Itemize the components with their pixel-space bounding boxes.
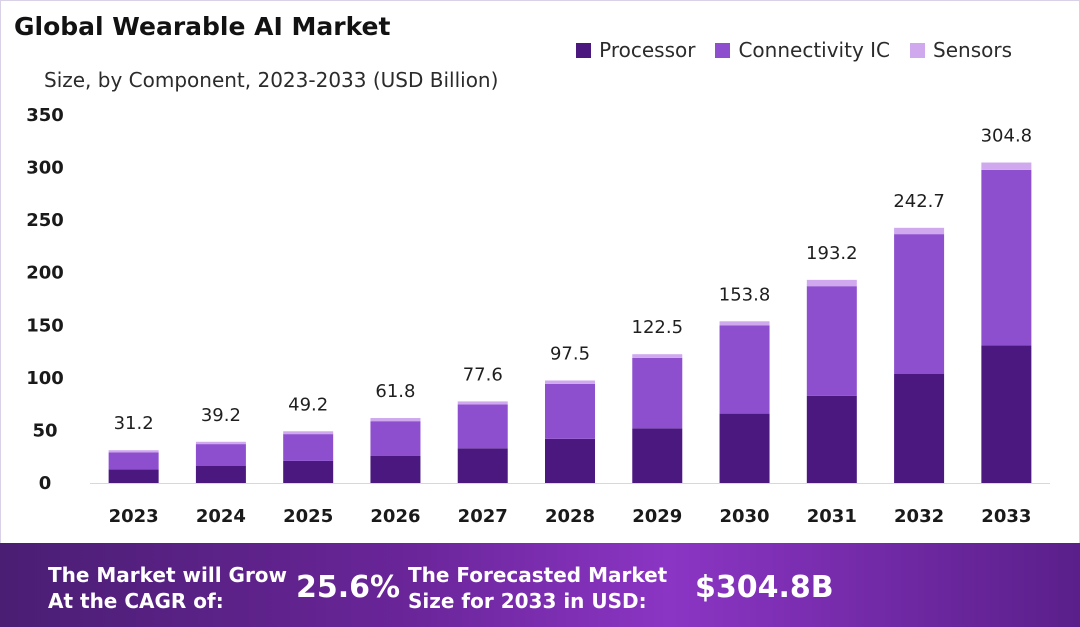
bar-processor-2029 [632, 428, 683, 483]
bar-processor-2026 [370, 455, 421, 483]
bar-connectivity-ic-2026 [370, 421, 421, 456]
total-label-2031: 193.2 [806, 243, 858, 264]
bar-connectivity-ic-2023 [108, 452, 159, 470]
total-label-2027: 77.6 [463, 364, 503, 385]
footer-banner: The Market will Grow At the CAGR of: 25.… [0, 543, 1080, 627]
bar-sensors-2031 [806, 279, 857, 287]
bar-sensors-2028 [545, 380, 595, 384]
bar-processor-2032 [894, 373, 945, 483]
bar-sensors-2023 [108, 450, 159, 453]
bar-connectivity-ic-2025 [283, 434, 334, 461]
bar-connectivity-ic-2033 [981, 169, 1032, 346]
cagr-label: The Market will Grow At the CAGR of: [48, 562, 287, 614]
bar-connectivity-ic-2031 [806, 286, 857, 396]
legend-swatch-processor [576, 42, 592, 58]
y-tick-label-200: 200 [26, 263, 64, 284]
bar-sensors-2030 [719, 321, 770, 326]
forecast-value: $304.8B [695, 570, 834, 605]
bar-sensors-2033 [981, 162, 1032, 170]
chart-legend: Processor Connectivity IC Sensors [576, 38, 1012, 62]
bar-sensors-2026 [370, 418, 421, 422]
x-tick-label-2030: 2030 [719, 506, 769, 527]
total-label-2023: 31.2 [114, 413, 154, 434]
y-tick-label-300: 300 [26, 158, 64, 179]
x-tick-label-2023: 2023 [109, 506, 159, 527]
total-label-2030: 153.8 [719, 284, 771, 305]
bar-connectivity-ic-2029 [632, 357, 683, 429]
forecast-label: The Forecasted Market Size for 2033 in U… [408, 562, 667, 614]
bar-connectivity-ic-2030 [719, 325, 770, 414]
bar-sensors-2024 [195, 441, 246, 445]
chart-title: Global Wearable AI Market [14, 12, 391, 41]
y-tick-label-150: 150 [26, 315, 64, 336]
chart-plot: 0 50 100 150 200 250 300 350 31.2 2023 39.2 2024 49.… [26, 105, 1050, 527]
cagr-label-line-2: At the CAGR of: [48, 589, 224, 613]
y-tick-label-50: 50 [32, 420, 57, 441]
total-label-2028: 97.5 [550, 343, 590, 364]
bar-processor-2030 [719, 413, 770, 483]
x-tick-label-2033: 2033 [981, 506, 1031, 527]
bar-processor-2033 [981, 345, 1032, 483]
bar-connectivity-ic-2032 [894, 234, 945, 374]
x-tick-label-2031: 2031 [807, 506, 857, 527]
total-label-2024: 39.2 [201, 405, 241, 426]
bar-processor-2024 [195, 465, 246, 483]
bar-connectivity-ic-2028 [545, 383, 595, 439]
total-label-2032: 242.7 [893, 191, 945, 212]
bar-sensors-2027 [457, 401, 508, 405]
y-tick-label-100: 100 [26, 368, 64, 389]
y-tick-label-350: 350 [26, 105, 64, 126]
x-tick-label-2028: 2028 [545, 506, 595, 527]
bar-sensors-2032 [894, 227, 945, 235]
x-tick-label-2024: 2024 [196, 506, 246, 527]
x-tick-label-2027: 2027 [458, 506, 508, 527]
bar-sensors-2025 [283, 431, 334, 435]
bar-processor-2023 [108, 469, 159, 483]
x-tick-label-2032: 2032 [894, 506, 944, 527]
bar-processor-2027 [457, 448, 508, 483]
y-tick-label-250: 250 [26, 210, 64, 231]
x-tick-label-2025: 2025 [283, 506, 333, 527]
legend-item-connectivity-ic: Connectivity IC [715, 38, 890, 62]
legend-swatch-sensors [910, 42, 926, 58]
total-label-2029: 122.5 [632, 317, 684, 338]
x-tick-label-2026: 2026 [370, 506, 420, 527]
forecast-label-line-2: Size for 2033 in USD: [408, 589, 647, 613]
x-tick-label-2029: 2029 [632, 506, 682, 527]
forecast-label-line-1: The Forecasted Market [408, 563, 668, 587]
bar-connectivity-ic-2024 [195, 444, 246, 466]
bar-processor-2025 [283, 460, 334, 483]
bar-connectivity-ic-2027 [457, 404, 508, 449]
legend-label-connectivity-ic: Connectivity IC [738, 38, 891, 62]
total-label-2026: 61.8 [375, 381, 415, 402]
bar-sensors-2029 [632, 354, 683, 358]
cagr-value: 25.6% [296, 570, 401, 605]
total-label-2025: 49.2 [288, 394, 328, 415]
total-label-2033: 304.8 [981, 126, 1033, 147]
chart-subtitle: Size, by Component, 2023-2033 (USD Billi… [44, 68, 499, 92]
legend-label-processor: Processor [599, 38, 696, 62]
legend-label-sensors: Sensors [933, 38, 1012, 62]
cagr-label-line-1: The Market will Grow [48, 563, 288, 587]
legend-swatch-connectivity-ic [715, 42, 731, 58]
legend-item-sensors: Sensors [910, 38, 1012, 62]
y-tick-label-0: 0 [39, 473, 52, 494]
legend-item-processor: Processor [576, 38, 695, 62]
bar-processor-2031 [806, 395, 857, 483]
bar-processor-2028 [545, 438, 595, 483]
